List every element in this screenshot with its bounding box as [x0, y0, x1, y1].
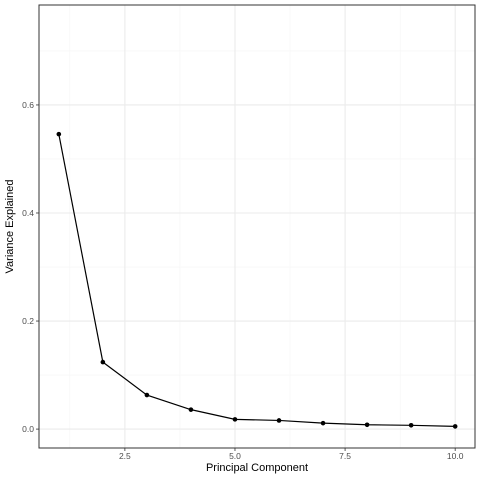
x-tick-label: 2.5 [119, 451, 131, 461]
data-point [232, 417, 238, 422]
data-point [276, 418, 282, 423]
axis-ticks: 2.5 5.0 7.5 10.0 0.0 0.2 0.4 0.6 [22, 100, 464, 461]
data-point [100, 359, 106, 365]
panel-border [38, 4, 476, 449]
x-tick-label: 7.5 [339, 451, 351, 461]
major-gridlines [39, 5, 475, 448]
minor-gridlines [39, 5, 475, 448]
y-tick-label: 0.6 [22, 100, 34, 110]
y-tick-label: 0.0 [22, 424, 34, 434]
data-point [320, 420, 326, 426]
data-point [188, 407, 194, 412]
data-point [408, 423, 414, 428]
y-tick-label: 0.4 [22, 208, 34, 218]
series-line [58, 134, 456, 427]
data-point [452, 424, 458, 429]
data-point [144, 392, 150, 398]
data-point [56, 131, 62, 137]
data-point [364, 422, 370, 428]
y-tick-label: 0.2 [22, 316, 34, 326]
y-axis-title: Variance Explained [4, 180, 16, 274]
x-tick-label: 5.0 [229, 451, 241, 461]
series-layer [56, 131, 458, 429]
x-tick-label: 10.0 [447, 451, 464, 461]
x-axis-title: Principal Component [206, 462, 308, 474]
